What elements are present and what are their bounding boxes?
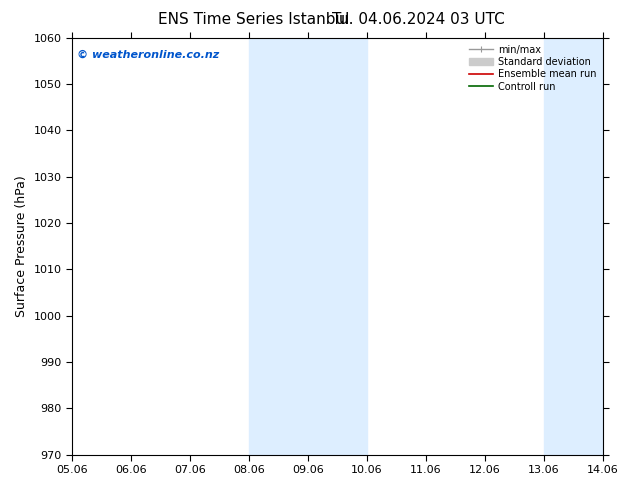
Text: ENS Time Series Istanbul: ENS Time Series Istanbul xyxy=(158,12,349,27)
Bar xyxy=(544,38,603,455)
Y-axis label: Surface Pressure (hPa): Surface Pressure (hPa) xyxy=(15,175,28,317)
Text: © weatheronline.co.nz: © weatheronline.co.nz xyxy=(77,50,219,60)
Bar xyxy=(249,38,367,455)
Text: Tu. 04.06.2024 03 UTC: Tu. 04.06.2024 03 UTC xyxy=(332,12,505,27)
Legend: min/max, Standard deviation, Ensemble mean run, Controll run: min/max, Standard deviation, Ensemble me… xyxy=(465,41,600,96)
